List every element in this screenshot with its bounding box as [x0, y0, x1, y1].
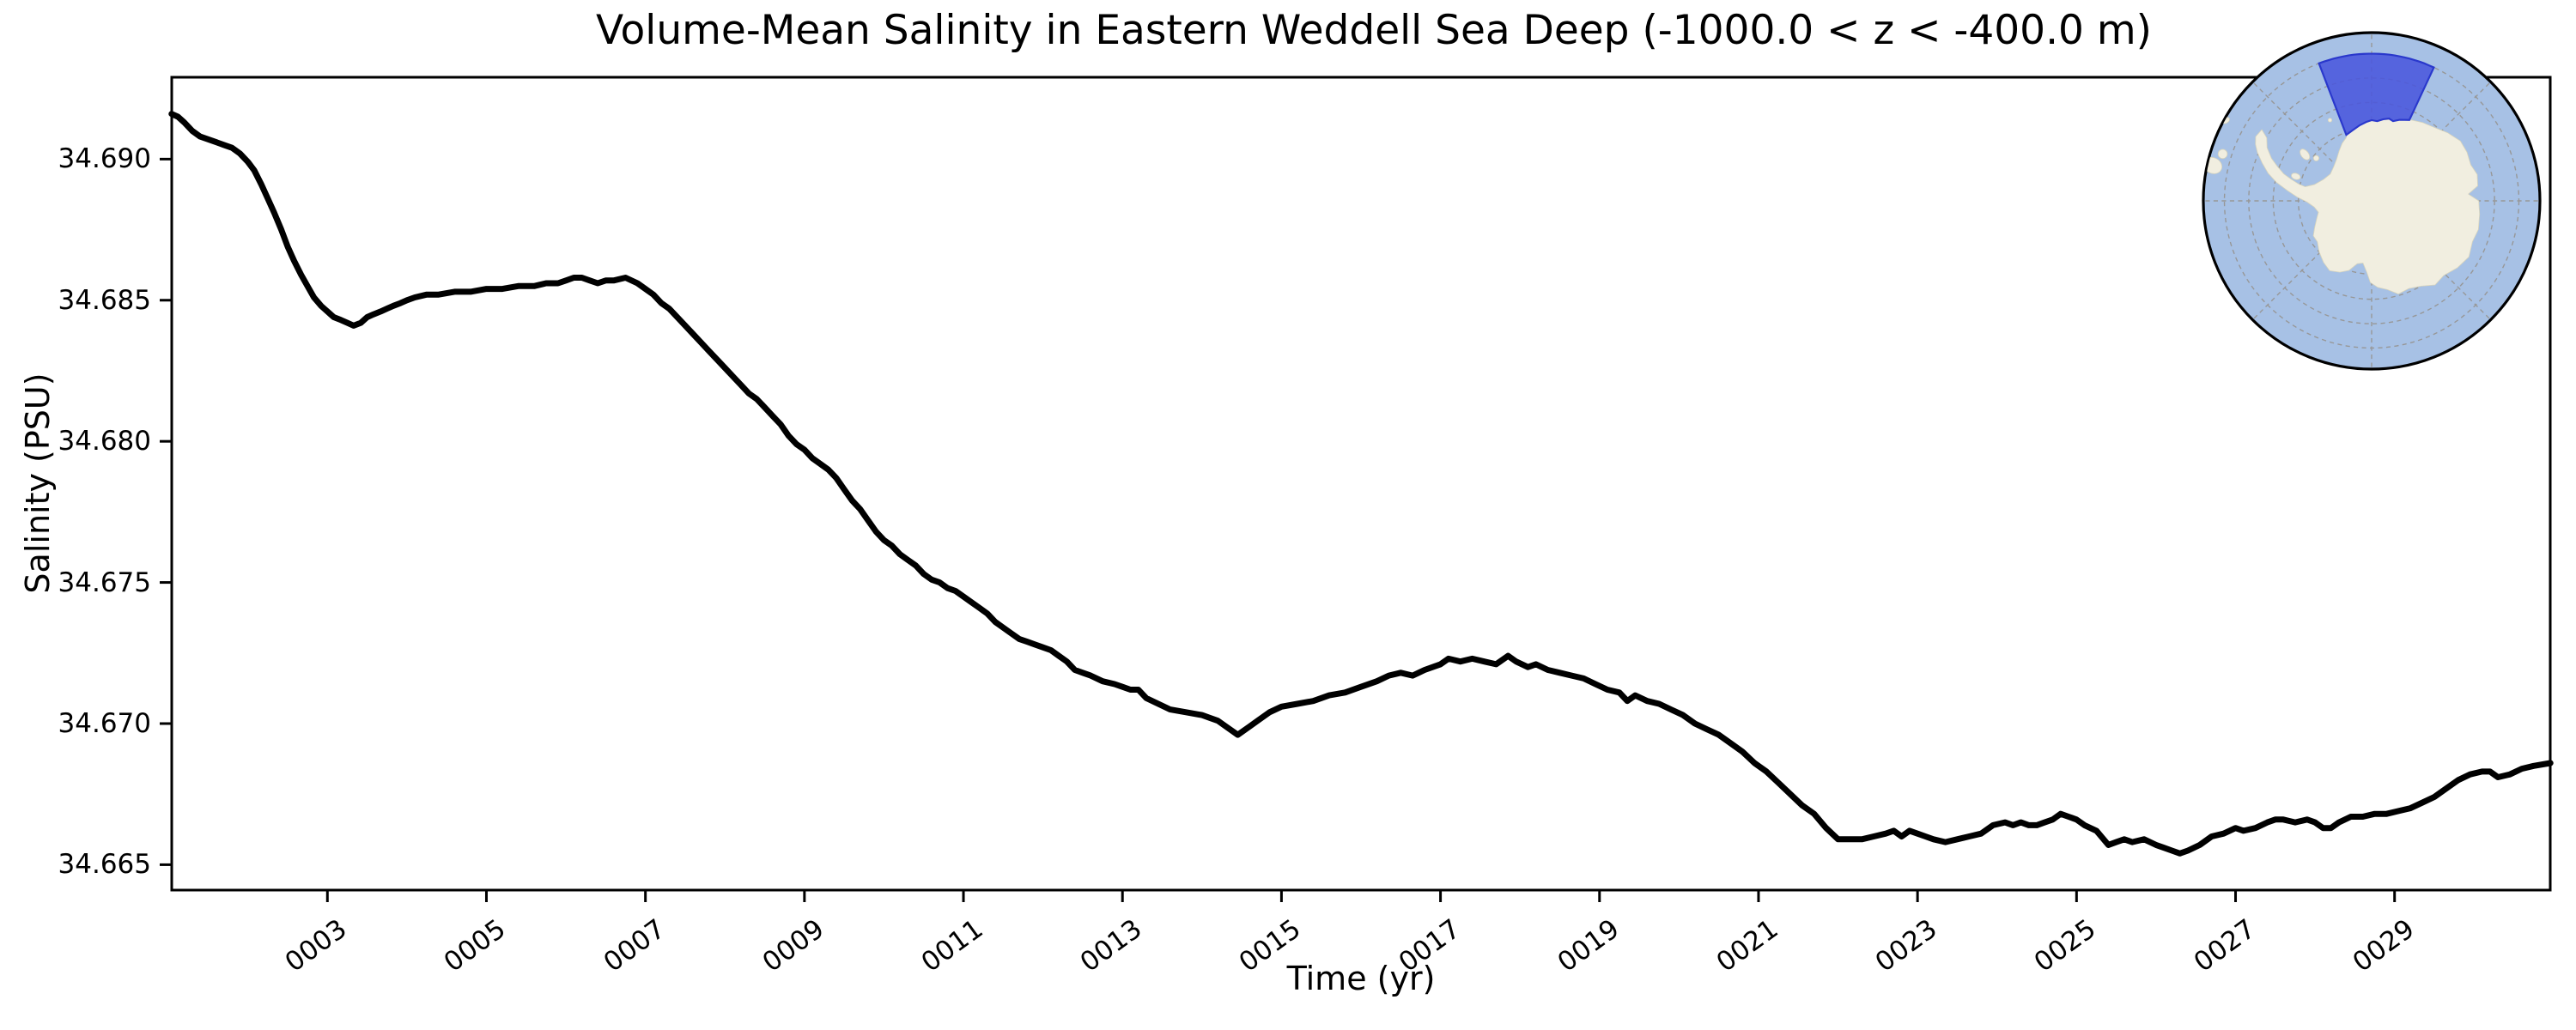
y-tick-label: 34.665	[58, 849, 151, 881]
antarctica-landmass	[2255, 117, 2481, 294]
antarctica-inset-map	[2202, 31, 2542, 371]
chart-title: Volume-Mean Salinity in Eastern Weddell …	[596, 7, 2152, 54]
y-axis-label: Salinity (PSU)	[19, 373, 57, 594]
plot-border	[170, 76, 2552, 892]
y-tick-label: 34.690	[58, 143, 151, 175]
y-tick-label: 34.680	[58, 426, 151, 457]
highlight-region-wedge	[2318, 52, 2435, 136]
y-tick-label: 34.670	[58, 707, 151, 739]
salinity-timeseries-line	[168, 111, 2554, 857]
y-tick-label: 34.675	[58, 566, 151, 598]
axis-tick-marks	[160, 157, 2397, 902]
y-tick-label: 34.685	[58, 284, 151, 316]
x-axis-label: Time (yr)	[1286, 960, 1436, 997]
